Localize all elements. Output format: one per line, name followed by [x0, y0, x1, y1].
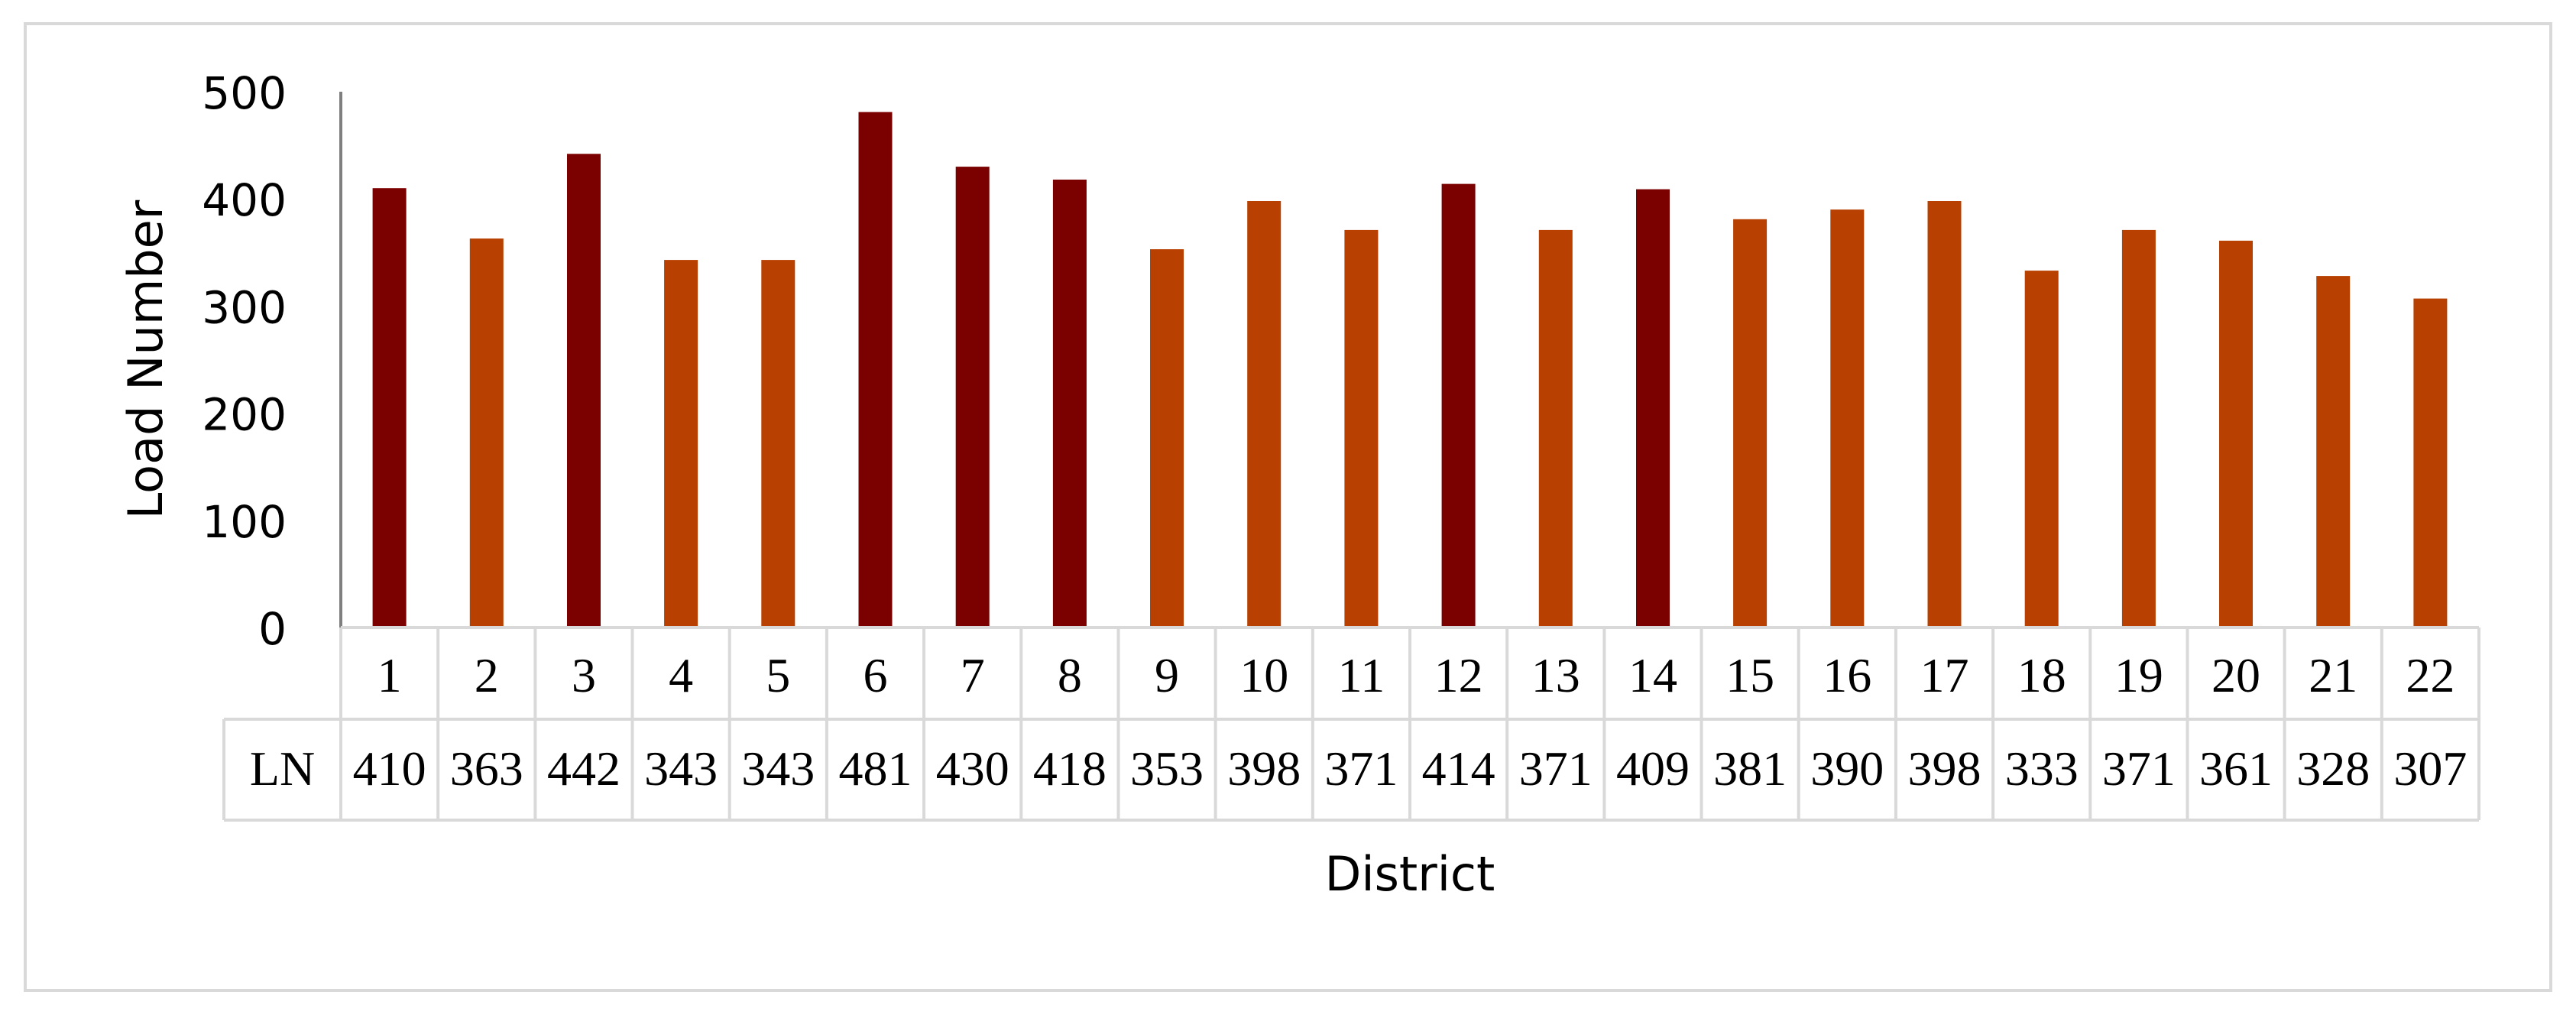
- table-value-cell: 343: [741, 741, 815, 796]
- table-value-cell: 398: [1908, 741, 1981, 796]
- y-axis: 0 100 200 300 400 500: [202, 67, 342, 655]
- table-value-cell: 353: [1130, 741, 1204, 796]
- x-tick-label: 16: [1823, 648, 1871, 702]
- x-tick-label: 6: [864, 648, 888, 702]
- bar-district-9: [1150, 249, 1184, 627]
- x-tick-label: 21: [2309, 648, 2357, 702]
- bar-district-21: [2316, 276, 2351, 627]
- y-axis-label: Load Number: [118, 199, 173, 519]
- x-tick-label: 13: [1531, 648, 1580, 702]
- y-tick-label: 300: [202, 281, 287, 333]
- table-value-cell: 371: [2102, 741, 2176, 796]
- bar-district-4: [664, 260, 698, 627]
- table-value-cell: 430: [936, 741, 1009, 796]
- x-tick-label: 5: [766, 648, 790, 702]
- x-tick-label: 8: [1058, 648, 1082, 702]
- y-tick-label: 400: [202, 174, 287, 226]
- table-value-cell: 343: [644, 741, 718, 796]
- x-tick-label: 2: [475, 648, 499, 702]
- bar-district-2: [469, 238, 504, 627]
- x-tick-label: 1: [377, 648, 402, 702]
- table-value-cell: 481: [839, 741, 912, 796]
- x-tick-label: 3: [572, 648, 596, 702]
- bar-district-19: [2121, 229, 2156, 627]
- x-tick-label: 19: [2114, 648, 2163, 702]
- bar-district-7: [955, 167, 990, 628]
- bar-district-10: [1247, 201, 1282, 627]
- x-axis-label: District: [1325, 846, 1495, 902]
- table-value-cell: 363: [450, 741, 523, 796]
- table-value-cell: 307: [2393, 741, 2467, 796]
- x-tick-label: 11: [1338, 648, 1385, 702]
- bar-district-5: [761, 260, 795, 627]
- y-tick-label: 0: [258, 603, 287, 655]
- x-tick-label: 9: [1155, 648, 1179, 702]
- bar-district-14: [1636, 189, 1670, 628]
- bar-district-16: [1830, 209, 1865, 627]
- table-value-cell: 381: [1713, 741, 1787, 796]
- x-tick-label: 14: [1628, 648, 1677, 702]
- x-tick-label: 20: [2211, 648, 2260, 702]
- y-tick-label: 200: [202, 389, 287, 441]
- x-tick-label: 7: [961, 648, 985, 702]
- x-tick-label: 22: [2406, 648, 2454, 702]
- table-value-cell: 390: [1810, 741, 1884, 796]
- y-tick-label: 100: [202, 496, 287, 548]
- bar-district-20: [2219, 240, 2253, 627]
- x-tick-label: 4: [669, 648, 693, 702]
- x-tick-label: 12: [1434, 648, 1483, 702]
- bar-district-17: [1927, 201, 1962, 627]
- bar-district-6: [858, 112, 893, 628]
- bar-district-22: [2413, 298, 2448, 627]
- table-value-cell: 409: [1616, 741, 1690, 796]
- table-row-header: LN: [250, 741, 315, 796]
- bar-district-13: [1538, 229, 1573, 627]
- table-value-cell: 371: [1324, 741, 1398, 796]
- table-value-cell: 328: [2296, 741, 2370, 796]
- table-value-cell: 398: [1227, 741, 1301, 796]
- table-value-cell: 410: [353, 741, 426, 796]
- bar-district-11: [1344, 229, 1379, 627]
- bar-district-1: [372, 188, 407, 627]
- table-value-cell: 414: [1422, 741, 1495, 796]
- table-value-cell: 418: [1033, 741, 1107, 796]
- table-value-cell: 442: [547, 741, 621, 796]
- bars-layer: [372, 112, 2448, 628]
- table-value-cell: 371: [1519, 741, 1593, 796]
- x-tick-label: 18: [2017, 648, 2066, 702]
- x-tick-label: 17: [1920, 648, 1969, 702]
- x-tick-label: 15: [1725, 648, 1774, 702]
- y-tick-label: 500: [202, 67, 287, 119]
- bar-district-15: [1733, 219, 1768, 627]
- table-value-cell: 361: [2199, 741, 2273, 796]
- bar-district-8: [1052, 180, 1087, 627]
- bar-district-3: [567, 154, 601, 628]
- table-value-cell: 333: [2005, 741, 2079, 796]
- data-table: LN 1 410 2 363 3 442 4 343 5 343 6 481 7 430 8 418 9 353 10…: [222, 626, 2480, 822]
- bar-district-12: [1441, 183, 1476, 628]
- x-tick-label: 10: [1239, 648, 1288, 702]
- bar-district-18: [2024, 271, 2059, 627]
